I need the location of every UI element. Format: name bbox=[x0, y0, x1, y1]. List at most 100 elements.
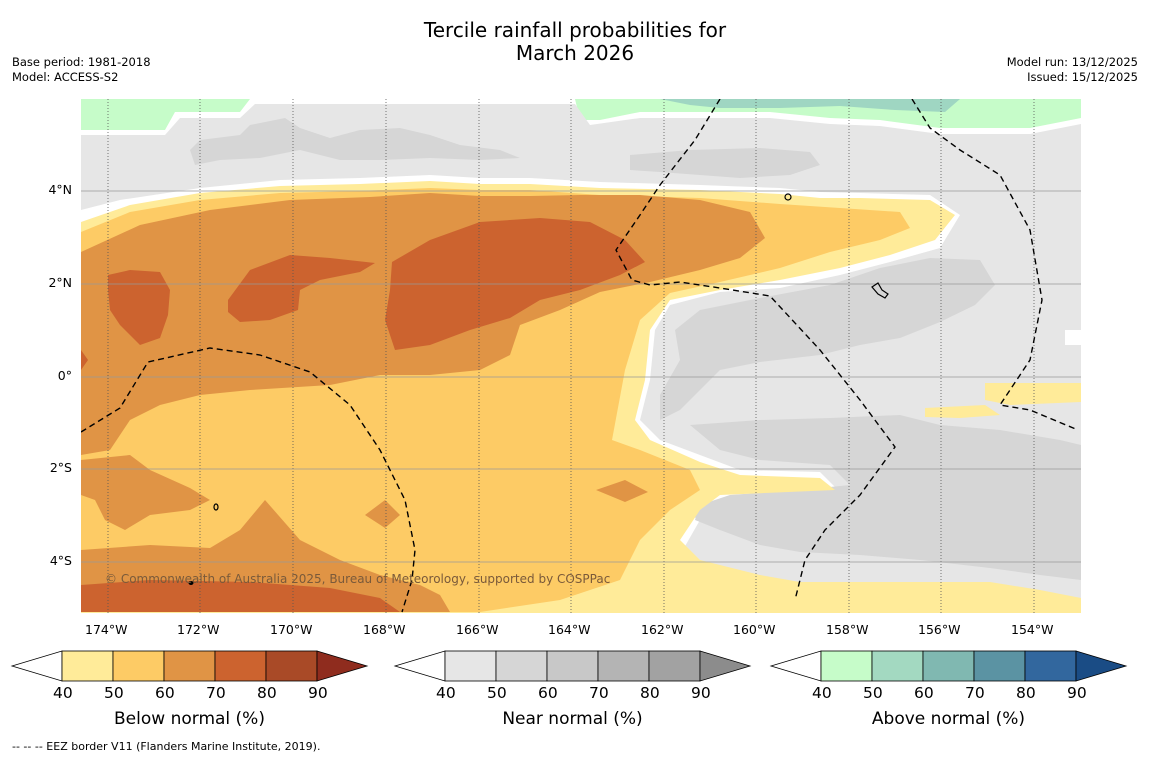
longitude-label: 174°W bbox=[85, 622, 128, 637]
longitude-label: 156°W bbox=[918, 622, 961, 637]
graticule-lines bbox=[81, 99, 1081, 613]
eez-border-line bbox=[81, 347, 416, 613]
below-normal-80-region bbox=[81, 580, 400, 612]
colorbar-tick-label: 80 bbox=[257, 684, 277, 702]
colorbar-title: Near normal (%) bbox=[502, 709, 643, 729]
below-normal-50-region bbox=[985, 383, 1081, 405]
colorbar-extension-high bbox=[316, 650, 369, 682]
latitude-label: 2°S bbox=[49, 460, 72, 475]
colorbar-segment bbox=[597, 650, 650, 682]
island-marker bbox=[213, 503, 219, 511]
colorbar-segment bbox=[820, 650, 873, 682]
colorbar bbox=[393, 650, 752, 682]
colorbar-tick-label: 70 bbox=[589, 684, 609, 702]
eez-legend-note: -- -- -- EEZ border V11 (Flanders Marine… bbox=[12, 740, 321, 753]
colorbar-tick-label: 70 bbox=[965, 684, 985, 702]
colorbar-tick-label: 40 bbox=[436, 684, 456, 702]
longitude-label: 160°W bbox=[733, 622, 776, 637]
colorbar-segment bbox=[61, 650, 114, 682]
colorbar-tick-label: 40 bbox=[812, 684, 832, 702]
below-normal-70-region bbox=[365, 500, 400, 528]
map-title-line1: Tercile rainfall probabilities for bbox=[423, 18, 727, 42]
colorbar-segment bbox=[214, 650, 267, 682]
colorbar-extension-low bbox=[10, 650, 63, 682]
below-normal-70-region bbox=[596, 480, 648, 502]
colorbar-tick-label: 90 bbox=[691, 684, 711, 702]
longitude-label: 158°W bbox=[826, 622, 869, 637]
latitude-label: 4°S bbox=[49, 553, 72, 568]
colorbar bbox=[10, 650, 369, 682]
colorbar-tick-label: 70 bbox=[206, 684, 226, 702]
island-marker bbox=[871, 282, 889, 299]
colorbar-tick-label: 80 bbox=[1016, 684, 1036, 702]
colorbar-tick-label: 50 bbox=[863, 684, 883, 702]
base-period-text: Base period: 1981-2018 bbox=[12, 55, 151, 69]
below-normal-80-region bbox=[108, 270, 170, 345]
colorbar-segment bbox=[112, 650, 165, 682]
colorbar-tick-label: 60 bbox=[538, 684, 558, 702]
latitude-label: 0° bbox=[57, 368, 72, 383]
colorbar-segment bbox=[922, 650, 975, 682]
colorbar-tick-label: 90 bbox=[1067, 684, 1087, 702]
colorbar-segment bbox=[444, 650, 497, 682]
latitude-label: 2°N bbox=[48, 275, 72, 290]
near-normal-60-region bbox=[690, 508, 800, 535]
map-title-line2: March 2026 bbox=[515, 41, 635, 65]
colorbar-tick-label: 50 bbox=[487, 684, 507, 702]
colorbar-segment bbox=[871, 650, 924, 682]
near-normal-50-region bbox=[81, 104, 1081, 605]
model-text: Model: ACCESS-S2 bbox=[12, 70, 119, 84]
above-normal-50-region bbox=[81, 99, 250, 130]
island-marker bbox=[784, 193, 792, 201]
colorbar-group bbox=[10, 650, 1128, 682]
longitude-label: 168°W bbox=[363, 622, 406, 637]
longitude-label: 162°W bbox=[641, 622, 684, 637]
below-normal-80-region bbox=[81, 350, 88, 370]
colorbar-segment bbox=[973, 650, 1026, 682]
island-marker bbox=[188, 581, 194, 585]
metadata-right: Model run: 13/12/2025 Issued: 15/12/2025 bbox=[1007, 55, 1138, 85]
map-fields bbox=[81, 99, 1081, 613]
longitude-label: 166°W bbox=[456, 622, 499, 637]
colorbar-extension-low bbox=[769, 650, 822, 682]
above-normal-60-region bbox=[660, 99, 960, 112]
below-normal-80-region bbox=[228, 255, 375, 322]
metadata-left: Base period: 1981-2018 Model: ACCESS-S2 bbox=[12, 55, 151, 85]
colorbar-segment bbox=[546, 650, 599, 682]
above-normal-50-region bbox=[575, 99, 1081, 128]
near-normal-60-region bbox=[690, 415, 1081, 580]
colorbar-tick-label: 60 bbox=[155, 684, 175, 702]
colorbar-segment bbox=[265, 650, 318, 682]
copyright-credit: © Commonwealth of Australia 2025, Bureau… bbox=[105, 572, 611, 586]
near-normal-60-region bbox=[190, 118, 520, 165]
model-run-text: Model run: 13/12/2025 bbox=[1006, 55, 1138, 69]
colorbar-segment bbox=[163, 650, 216, 682]
colorbar-tick-label: 40 bbox=[53, 684, 73, 702]
colorbar-segment bbox=[648, 650, 701, 682]
longitude-label: 154°W bbox=[1011, 622, 1054, 637]
near-normal-60-region bbox=[660, 258, 995, 420]
colorbar-title: Below normal (%) bbox=[114, 709, 265, 729]
colorbar bbox=[769, 650, 1128, 682]
below-normal-50-region bbox=[925, 405, 1000, 418]
colorbar-tick-label: 60 bbox=[914, 684, 934, 702]
latitude-label: 4°N bbox=[48, 182, 72, 197]
near-normal-60-region bbox=[630, 148, 820, 178]
colorbar-extension-low bbox=[393, 650, 446, 682]
longitude-label: 170°W bbox=[270, 622, 313, 637]
longitude-label: 164°W bbox=[548, 622, 591, 637]
colorbar-extension-high bbox=[1075, 650, 1128, 682]
colorbar-tick-label: 80 bbox=[640, 684, 660, 702]
colorbar-extension-high bbox=[699, 650, 752, 682]
colorbar-segment bbox=[1024, 650, 1077, 682]
colorbar-tick-label: 90 bbox=[308, 684, 328, 702]
eez-border-line bbox=[911, 99, 1079, 431]
colorbar-title: Above normal (%) bbox=[871, 709, 1026, 729]
longitude-label: 172°W bbox=[177, 622, 220, 637]
colorbar-tick-label: 50 bbox=[104, 684, 124, 702]
colorbar-segment bbox=[495, 650, 548, 682]
below-normal-70-region bbox=[81, 455, 210, 530]
issued-text: Issued: 15/12/2025 bbox=[1027, 70, 1138, 84]
map-title: Tercile rainfall probabilities for March… bbox=[0, 19, 1150, 65]
